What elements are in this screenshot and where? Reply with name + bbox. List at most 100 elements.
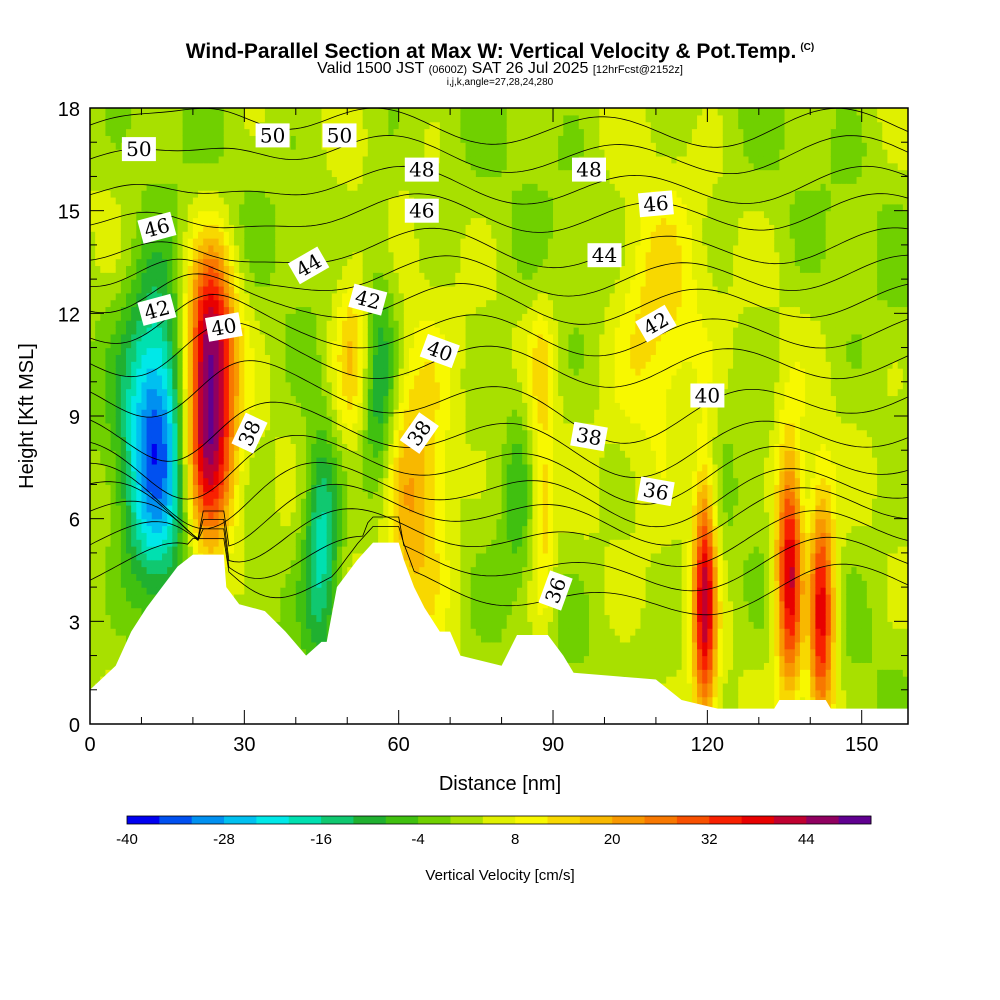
velocity-cell xyxy=(306,142,312,150)
velocity-cell xyxy=(208,463,215,472)
velocity-cell xyxy=(156,429,163,438)
velocity-cell xyxy=(100,566,107,575)
velocity-cell xyxy=(270,320,276,328)
velocity-cell xyxy=(218,210,225,219)
velocity-cell xyxy=(357,422,364,431)
velocity-cell xyxy=(264,368,271,376)
velocity-cell xyxy=(156,422,163,431)
velocity-cell xyxy=(187,340,194,349)
velocity-cell xyxy=(146,292,153,301)
velocity-cell xyxy=(167,463,173,472)
velocity-cell xyxy=(270,368,276,376)
velocity-cell xyxy=(254,272,261,280)
velocity-cell xyxy=(110,511,117,520)
velocity-cell xyxy=(306,183,312,191)
velocity-cell xyxy=(249,402,256,410)
velocity-cell xyxy=(352,511,359,520)
velocity-cell xyxy=(285,388,292,397)
velocity-cell xyxy=(300,559,307,568)
velocity-cell xyxy=(336,532,343,540)
velocity-cell xyxy=(228,457,235,465)
velocity-cell xyxy=(285,327,292,335)
velocity-cell xyxy=(321,504,328,513)
velocity-cell xyxy=(326,511,333,520)
velocity-cell xyxy=(270,422,276,431)
velocity-cell xyxy=(100,504,107,513)
velocity-cell xyxy=(311,299,317,308)
velocity-cell xyxy=(259,320,266,328)
velocity-cell xyxy=(311,149,317,157)
velocity-cell xyxy=(162,142,168,150)
velocity-cell xyxy=(110,114,117,123)
velocity-cell xyxy=(198,368,204,376)
velocity-cell xyxy=(311,566,317,575)
velocity-cell xyxy=(254,402,261,410)
velocity-cell xyxy=(336,457,343,465)
velocity-cell xyxy=(306,244,312,253)
velocity-cell xyxy=(311,169,317,178)
velocity-cell xyxy=(367,114,374,123)
velocity-cell xyxy=(254,443,261,451)
velocity-cell xyxy=(321,532,328,540)
velocity-cell xyxy=(167,121,173,130)
velocity-cell xyxy=(151,450,158,458)
velocity-cell xyxy=(259,354,266,362)
velocity-cell xyxy=(223,388,230,397)
velocity-cell xyxy=(172,546,179,554)
velocity-cell xyxy=(259,108,266,116)
velocity-cell xyxy=(285,607,292,616)
velocity-cell xyxy=(120,231,127,239)
velocity-cell xyxy=(228,142,235,150)
velocity-cell xyxy=(100,347,107,355)
velocity-cell xyxy=(213,498,220,506)
velocity-cell xyxy=(306,450,312,458)
velocity-cell xyxy=(264,607,271,616)
velocity-cell xyxy=(336,217,343,225)
velocity-cell xyxy=(270,176,276,184)
velocity-cell xyxy=(192,190,199,198)
velocity-cell xyxy=(151,388,158,397)
velocity-cell xyxy=(239,539,245,547)
velocity-cell xyxy=(321,279,328,287)
velocity-cell xyxy=(239,279,245,287)
velocity-cell xyxy=(120,422,127,431)
velocity-cell xyxy=(295,450,302,458)
velocity-cell xyxy=(336,162,343,171)
velocity-cell xyxy=(213,108,220,116)
velocity-cell xyxy=(182,381,189,390)
velocity-cell xyxy=(249,299,256,308)
velocity-cell xyxy=(244,504,251,513)
velocity-cell xyxy=(362,354,369,362)
velocity-cell xyxy=(342,477,348,486)
velocity-cell xyxy=(321,231,328,239)
velocity-cell xyxy=(306,621,312,629)
velocity-cell xyxy=(249,128,256,136)
velocity-cell xyxy=(239,470,245,479)
velocity-cell xyxy=(326,409,333,417)
velocity-cell xyxy=(336,416,343,424)
velocity-cell xyxy=(357,443,364,451)
velocity-cell xyxy=(326,621,333,629)
velocity-cell xyxy=(177,450,184,458)
velocity-cell xyxy=(244,409,251,417)
velocity-cell xyxy=(347,354,353,362)
velocity-cell xyxy=(100,327,107,335)
velocity-cell xyxy=(234,217,240,225)
velocity-cell xyxy=(311,285,317,294)
velocity-cell xyxy=(285,251,292,260)
velocity-cell xyxy=(198,511,204,520)
velocity-cell xyxy=(228,347,235,355)
velocity-cell xyxy=(280,518,287,527)
velocity-cell xyxy=(95,354,101,362)
velocity-cell xyxy=(326,299,333,308)
velocity-cell xyxy=(90,532,96,540)
velocity-cell xyxy=(90,511,96,520)
velocity-cell xyxy=(126,628,132,636)
velocity-cell xyxy=(326,443,333,451)
velocity-cell xyxy=(192,258,199,267)
velocity-cell xyxy=(321,306,328,314)
velocity-cell xyxy=(234,142,240,150)
velocity-cell xyxy=(290,292,297,301)
velocity-cell xyxy=(156,566,163,575)
velocity-cell xyxy=(352,169,359,178)
